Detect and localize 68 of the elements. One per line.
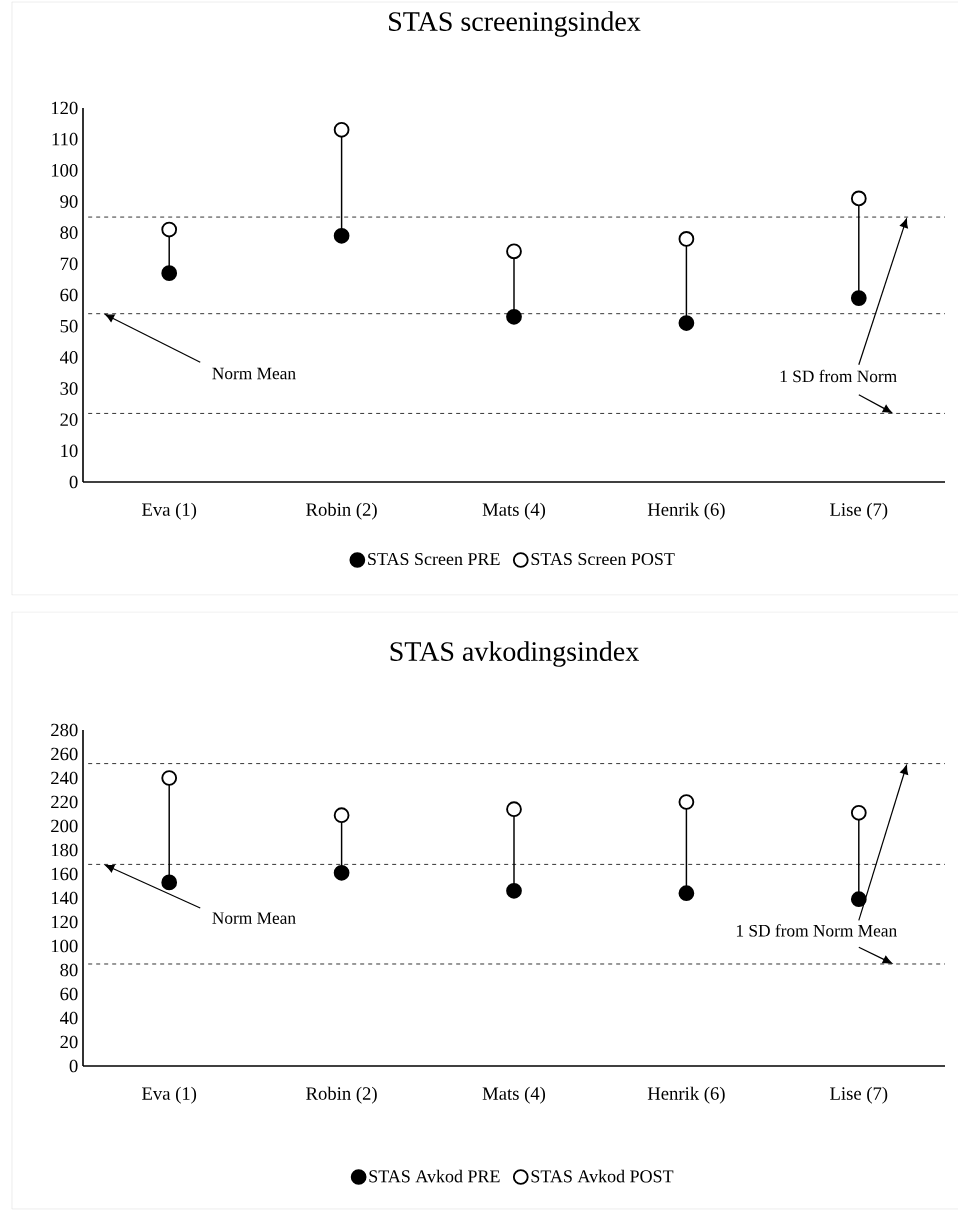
y-tick-label: 120 xyxy=(51,915,78,929)
y-tick-label: 140 xyxy=(51,891,78,905)
y-tick-label: 20 xyxy=(60,1035,78,1049)
point xyxy=(333,121,350,138)
y-tick-label: 60 xyxy=(60,288,78,302)
chart-title: STAS screeningsindex xyxy=(389,11,641,37)
point xyxy=(333,227,350,244)
x-tick-label: Henrik (6) xyxy=(647,1086,725,1104)
ref-line-label: Norm Mean xyxy=(212,367,296,380)
x-tick-label: Mats (4) xyxy=(482,1086,546,1104)
y-tick-label: 50 xyxy=(60,319,78,333)
y-tick-label: 70 xyxy=(60,257,78,271)
point xyxy=(506,882,522,899)
y-tick-label: 200 xyxy=(51,819,78,833)
x-tick-label: Robin (2) xyxy=(306,1086,377,1104)
y-tick-label: 220 xyxy=(51,795,78,809)
y-tick-label: 20 xyxy=(60,413,78,426)
point xyxy=(333,807,350,824)
point xyxy=(161,221,178,238)
point xyxy=(333,864,350,881)
point xyxy=(850,804,867,821)
point xyxy=(506,308,522,325)
annotation: 1 SD from Norm xyxy=(780,369,897,383)
y-tick-label: 80 xyxy=(60,963,78,977)
y-tick-label: 240 xyxy=(51,771,78,785)
point xyxy=(678,885,695,902)
legend-label: STAS Screen PRE xyxy=(368,553,500,566)
x-tick-label: Robin (2) xyxy=(306,502,377,520)
y-tick-label: 280 xyxy=(51,723,78,737)
x-tick-label: Lise (7) xyxy=(830,502,888,520)
point xyxy=(678,315,695,331)
x-tick-label: Eva (1) xyxy=(142,502,197,520)
point xyxy=(678,794,695,810)
y-tick-label: 30 xyxy=(60,382,78,395)
point xyxy=(161,265,178,282)
y-tick-label: 40 xyxy=(59,351,78,364)
y-tick-label: 110 xyxy=(52,132,78,146)
y-tick-label: 100 xyxy=(51,164,78,177)
x-tick-label: Eva (1) xyxy=(142,1086,197,1104)
point xyxy=(678,231,695,247)
x-tick-label: Henrik (6) xyxy=(647,502,725,520)
chart-title: STAS avkodingsindex xyxy=(390,641,639,667)
legend-label: STAS Avkod POST xyxy=(531,1169,674,1183)
x-tick-label: Mats (4) xyxy=(482,502,546,520)
y-tick-label: 40 xyxy=(59,1011,78,1025)
y-tick-label: 160 xyxy=(51,867,78,881)
y-tick-label: 0 xyxy=(69,475,78,489)
y-tick-label: 100 xyxy=(51,939,78,953)
legend-label: STAS Screen POST xyxy=(531,553,675,566)
y-tick-label: 120 xyxy=(51,101,78,115)
y-tick-label: 90 xyxy=(60,195,78,208)
point xyxy=(850,290,867,306)
point xyxy=(850,190,867,207)
y-tick-label: 10 xyxy=(61,444,78,458)
point xyxy=(161,874,178,891)
point xyxy=(506,243,522,260)
annotation: 1 SD from Norm Mean xyxy=(736,924,897,937)
point xyxy=(850,891,867,908)
y-tick-label: 80 xyxy=(60,226,78,239)
y-tick-label: 180 xyxy=(51,843,78,857)
point xyxy=(161,770,178,786)
y-tick-label: 260 xyxy=(51,747,78,761)
x-tick-label: Lise (7) xyxy=(830,1086,888,1104)
ref-line-label: Norm Mean xyxy=(212,912,296,924)
legend-label: STAS Avkod PRE xyxy=(369,1169,500,1183)
point xyxy=(506,801,522,818)
y-tick-label: 60 xyxy=(60,987,78,1001)
y-tick-label: 0 xyxy=(69,1059,78,1073)
